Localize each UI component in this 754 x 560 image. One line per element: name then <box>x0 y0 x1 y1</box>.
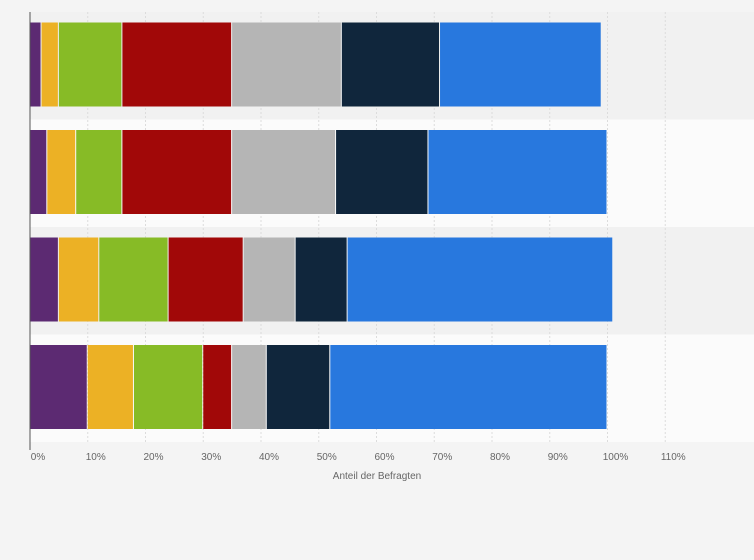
bar-segment-row1-series2 <box>41 22 58 107</box>
bar-segment-row2-series3 <box>76 130 122 214</box>
bar-segment-row3-series2 <box>58 237 99 322</box>
bar-segment-row3-series5 <box>243 237 295 322</box>
bar-segment-row2-series6 <box>336 130 428 214</box>
bar-segment-row4-series3 <box>133 345 203 429</box>
x-tick-label: 50% <box>317 452 337 463</box>
x-tick-label: 10% <box>86 452 106 463</box>
x-tick-label: 0% <box>31 452 46 463</box>
x-tick-label: 70% <box>432 452 452 463</box>
bar-segment-row3-series7 <box>347 237 613 322</box>
x-tick-label: 100% <box>603 452 629 463</box>
bar-segment-row2-series7 <box>428 130 607 214</box>
x-tick-label: 20% <box>143 452 163 463</box>
bar-segment-row3-series3 <box>99 237 168 322</box>
x-tick-label: 80% <box>490 452 510 463</box>
x-tick-labels: 0% 10% 20% 30% 40% 50% 60% 70% 80% 90% 100% 110% <box>31 452 686 463</box>
bar-segment-row1-series5 <box>232 22 341 107</box>
x-tick-label: 90% <box>548 452 568 463</box>
bar-segment-row3-series4 <box>168 237 243 322</box>
x-tick-label: 30% <box>201 452 221 463</box>
bar-segment-row4-series2 <box>87 345 133 429</box>
bar-segment-row4-series1 <box>30 345 87 429</box>
bar-segment-row4-series4 <box>203 345 232 429</box>
bar-segment-row3-series1 <box>30 237 58 322</box>
x-axis-title: Anteil der Befragten <box>333 471 421 482</box>
bar-segment-row4-series5 <box>232 345 266 429</box>
bar-segment-row1-series3 <box>58 22 122 107</box>
x-tick-label: 60% <box>374 452 394 463</box>
bar-segment-row3-series6 <box>295 237 347 322</box>
bar-segment-row2-series5 <box>232 130 336 214</box>
x-tick-label: 110% <box>661 452 686 463</box>
bar-segment-row2-series4 <box>122 130 232 214</box>
bar-segment-row2-series2 <box>47 130 76 214</box>
bars <box>30 22 613 429</box>
bar-segment-row2-series1 <box>30 130 47 214</box>
bar-segment-row4-series7 <box>330 345 607 429</box>
bar-segment-row1-series7 <box>440 22 601 107</box>
bar-segment-row4-series6 <box>266 345 330 429</box>
x-tick-label: 40% <box>259 452 279 463</box>
bar-segment-row1-series1 <box>30 22 41 107</box>
bar-segment-row1-series6 <box>341 22 440 107</box>
bar-segment-row1-series4 <box>122 22 232 107</box>
